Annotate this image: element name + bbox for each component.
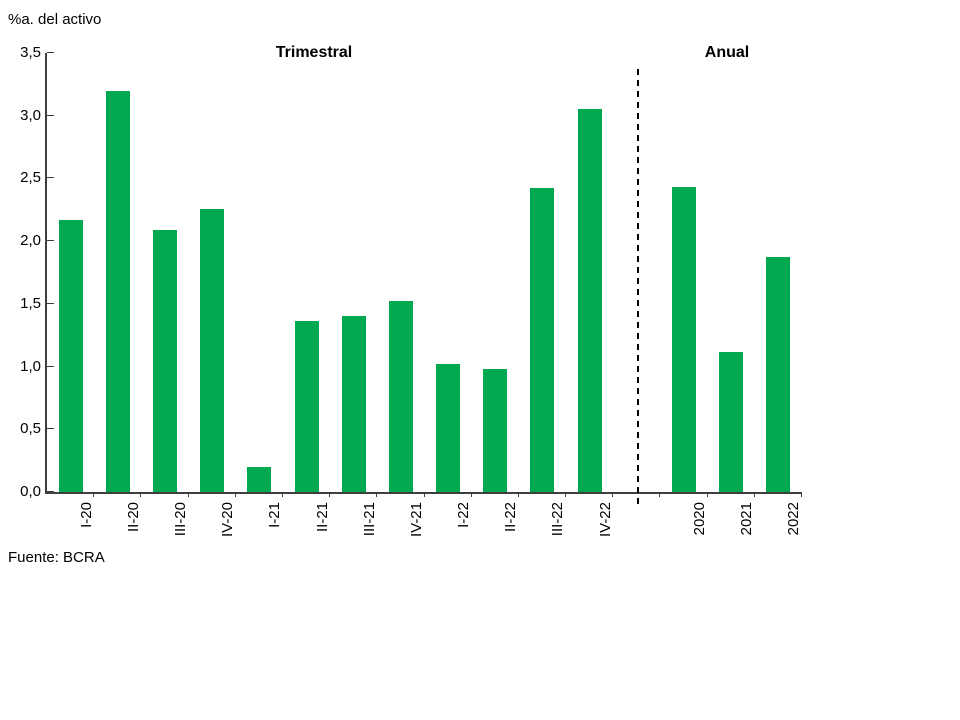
y-tick-label: 0,5 xyxy=(20,420,41,438)
y-tick-label: 2,5 xyxy=(20,169,41,187)
x-axis-label: III-20 xyxy=(171,502,189,537)
x-axis-tick xyxy=(140,492,142,497)
separator-line xyxy=(637,69,639,506)
y-axis-tick xyxy=(47,52,54,53)
x-axis-label: IV-21 xyxy=(407,502,425,538)
bar xyxy=(672,187,697,492)
x-axis-tick xyxy=(612,492,614,497)
x-axis-label: II-22 xyxy=(502,502,520,533)
x-axis-tick xyxy=(470,492,472,497)
x-axis-tick xyxy=(801,492,802,497)
bar xyxy=(294,321,319,492)
bar xyxy=(341,316,366,492)
x-axis-tick xyxy=(753,492,755,497)
bar xyxy=(766,257,791,492)
plot-area: Trimestral Anual 0,0 0,5 1,0 1,5 2,0 2,5 3,0 3,… xyxy=(20,44,802,537)
bar xyxy=(105,90,130,492)
section-label-anual: Anual xyxy=(704,44,750,61)
bar xyxy=(200,208,225,492)
bar xyxy=(577,109,602,492)
x-axis-tick xyxy=(187,492,189,497)
x-axis-tick xyxy=(376,492,378,497)
x-axis-label: 2022 xyxy=(785,502,803,536)
x-axis-label: IV-22 xyxy=(596,502,614,538)
x-axis-label: I-22 xyxy=(455,502,473,528)
x-axis-label: 2021 xyxy=(738,502,756,536)
x-axis-label: II-20 xyxy=(124,502,142,533)
bar xyxy=(247,466,272,492)
x-axis-label: III-21 xyxy=(360,502,378,537)
y-axis-tick xyxy=(47,365,54,367)
y-tick-label: 3,0 xyxy=(20,106,41,124)
x-axis-label: III-22 xyxy=(549,502,567,537)
x-axis-tick xyxy=(423,492,425,497)
source-note: Fuente: BCRA xyxy=(8,549,105,566)
y-tick-label: 1,0 xyxy=(20,357,41,375)
x-axis-label: IV-20 xyxy=(219,502,237,538)
bar xyxy=(436,364,461,492)
axis-units-title: %a. del activo xyxy=(8,11,102,28)
y-axis-tick xyxy=(47,428,54,430)
x-axis-tick xyxy=(93,492,95,497)
x-axis-label: 2020 xyxy=(691,502,709,536)
bar xyxy=(388,301,413,492)
x-axis-tick xyxy=(706,492,708,497)
y-axis-tick xyxy=(47,114,54,116)
x-axis-label: II-21 xyxy=(313,502,331,533)
y-tick-label: 3,5 xyxy=(20,44,41,61)
x-axis-tick xyxy=(234,492,236,497)
x-axis-tick xyxy=(659,492,661,497)
bar xyxy=(58,219,83,492)
x-axis-tick xyxy=(565,492,567,497)
bar xyxy=(152,229,177,492)
y-axis-tick xyxy=(47,240,54,242)
x-axis-tick xyxy=(281,492,283,497)
x-axis-label: I-21 xyxy=(266,502,284,528)
bar xyxy=(483,369,508,492)
y-axis-tick xyxy=(47,177,54,179)
bar xyxy=(530,188,555,492)
section-label-trimestral: Trimestral xyxy=(275,44,353,61)
y-tick-label: 2,0 xyxy=(20,232,41,250)
x-axis-tick xyxy=(517,492,519,497)
y-axis-tick xyxy=(47,302,54,304)
bar xyxy=(719,351,744,492)
y-axis-tick xyxy=(47,491,54,492)
y-tick-label: 1,5 xyxy=(20,294,41,312)
x-axis-tick xyxy=(329,492,331,497)
y-tick-label: 0,0 xyxy=(20,483,41,500)
